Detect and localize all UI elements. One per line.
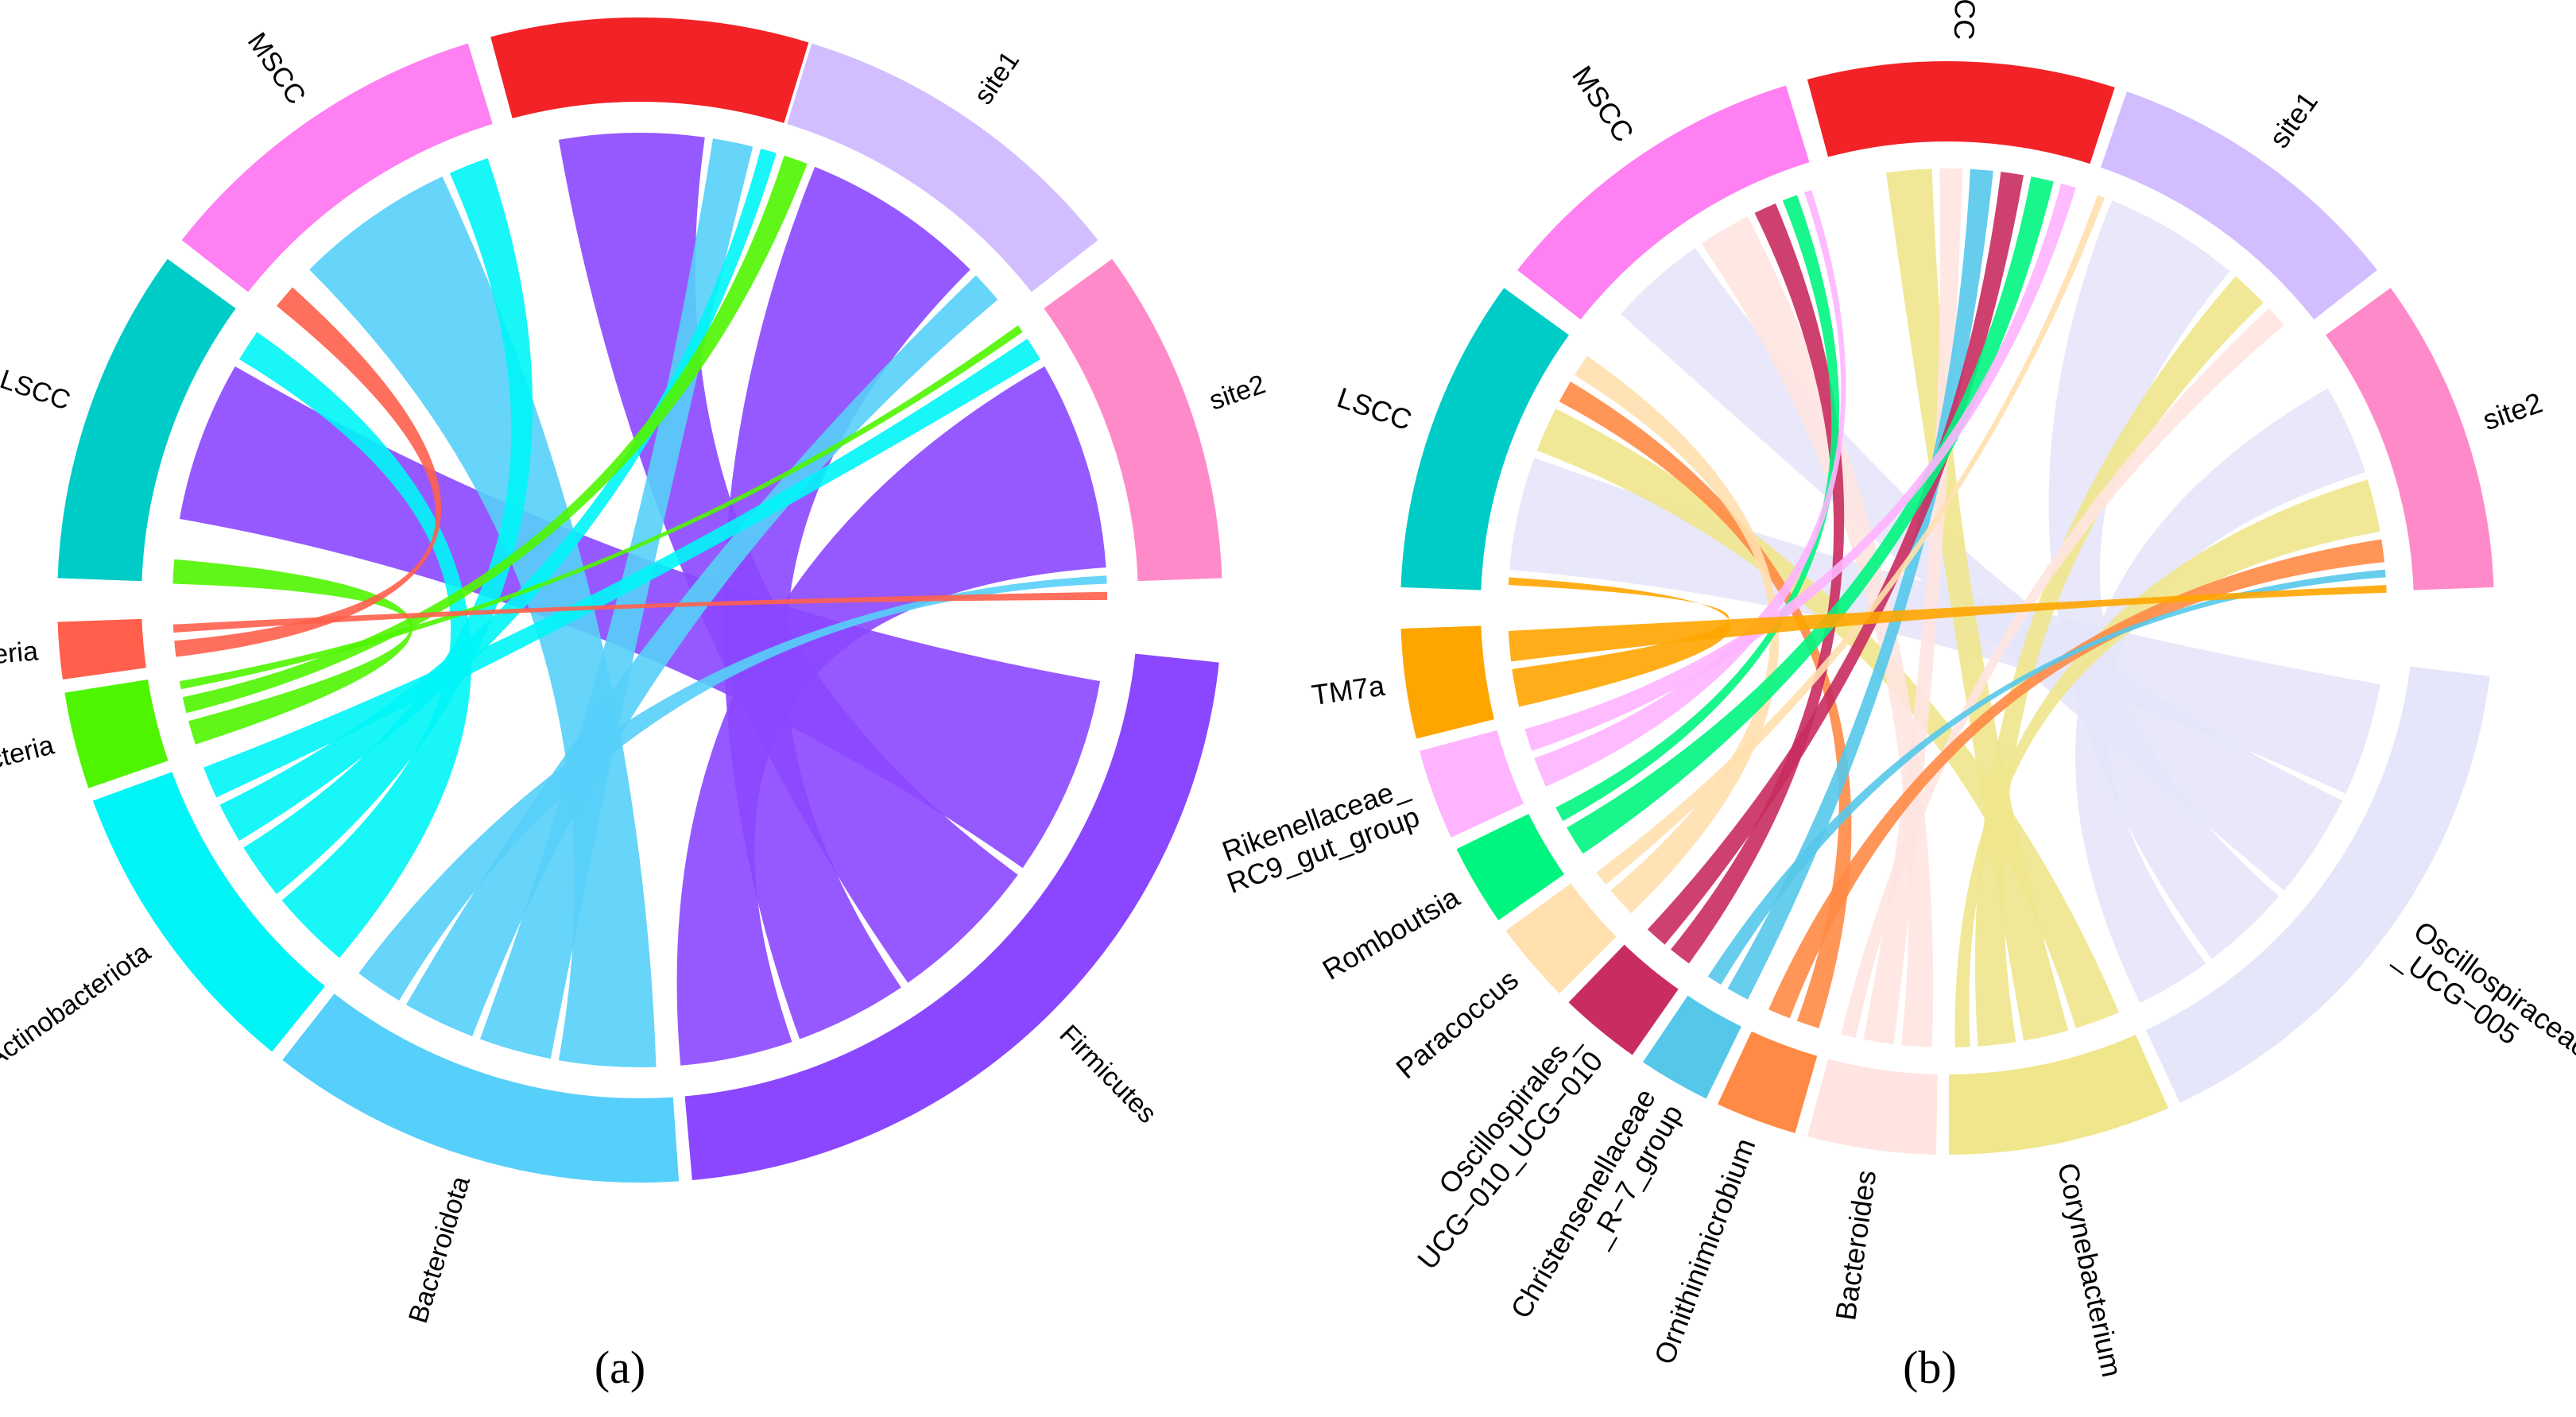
label-romboutsia: Romboutsia <box>1317 880 1466 985</box>
segment-hscc <box>1803 58 2119 168</box>
chord-patescibacteria-site2 <box>172 591 1108 633</box>
chord-firmicutes-site2 <box>676 366 1106 1066</box>
segment-firmicutes <box>681 650 1223 1184</box>
segment-actinobacteriota <box>88 768 330 1057</box>
label-hscc: HSCC <box>1948 0 1983 41</box>
chord-corynebacterium-site1 <box>1974 276 2264 1047</box>
chord-actinobacteriota-mscc <box>243 158 533 895</box>
label-site1: site1 <box>968 46 1025 110</box>
segment-paracoccus <box>1501 879 1621 998</box>
chord-ornithinimicrobium-lscc <box>1559 381 1852 1028</box>
chord-firmicutes-site1 <box>723 166 970 1040</box>
segment-site1 <box>783 39 1102 297</box>
chord-bacteroidota-site1 <box>406 275 998 1036</box>
segment-romboutsia <box>1452 809 1569 925</box>
chord-bacteroidota-mscc <box>309 176 657 1067</box>
label-mscc: MSCC <box>1567 60 1641 148</box>
chord-actinobacteriota-lscc <box>238 331 472 958</box>
label-patescibacteria: Patescibacteria <box>0 636 39 682</box>
segment-mscc <box>177 39 497 297</box>
label-ornithinimicrobium: Ornithinimicrobium <box>1648 1133 1761 1368</box>
chord-bacteroides-hscc <box>1863 168 1963 1044</box>
segment-ornithinimicrobium <box>1713 1027 1822 1137</box>
label-lscc: LSCC <box>0 364 74 416</box>
panel-label-a: (a) <box>595 1342 645 1393</box>
segment-christensenellaceae-r-7-group <box>1638 991 1746 1103</box>
chord-diagram-a: LSCCMSCCHSCCsite1site2FirmicutesBacteroi… <box>0 14 1269 1327</box>
label-lscc: LSCC <box>1333 381 1416 436</box>
segment-site1 <box>2096 87 2382 324</box>
segment-corynebacterium <box>1946 1030 2173 1159</box>
label-rikenellaceae-rc9-gut-group: Rikenellaceae_RC9_gut_group <box>1211 770 1424 900</box>
label-site2: site2 <box>1206 369 1269 416</box>
label-bacteroidota: Bacteroidota <box>403 1173 476 1327</box>
segment-proteobacteria <box>60 676 172 792</box>
label-site2: site2 <box>2478 385 2546 436</box>
chord-corynebacterium-hscc <box>1886 168 2069 1041</box>
segment-hscc <box>486 14 823 130</box>
label-bacteroides: Bacteroides <box>1829 1168 1882 1322</box>
label-firmicutes: Firmicutes <box>1054 1019 1163 1129</box>
chord-corynebacterium-lscc <box>1536 408 2120 1028</box>
label-actinobacteriota: Actinobacteriota <box>0 937 156 1074</box>
chord-patescibacteria-mscc <box>174 287 442 657</box>
segment-patescibacteria <box>54 615 150 683</box>
chord-tm7a-site2 <box>1508 585 2387 662</box>
segment-oscillospiraceae-ucg-005 <box>2141 663 2494 1108</box>
segment-bacteroides <box>1803 1055 1941 1158</box>
label-site1: site1 <box>2262 85 2324 153</box>
segment-lscc <box>1397 283 1574 594</box>
segment-site2 <box>2321 283 2497 594</box>
label-tm7a: TM7a <box>1310 668 1388 711</box>
segment-mscc <box>1513 81 1814 324</box>
chord-oscillospiraceae-ucg-005-site2 <box>2074 388 2365 1004</box>
label-corynebacterium: Corynebacterium <box>2052 1160 2129 1380</box>
label-oscillospiraceae-ucg-005: Oscillospiraceae_UCG−005 <box>2389 914 2576 1090</box>
chord-tm7a-lscc <box>1508 577 1731 707</box>
segment-site2 <box>1039 254 1226 585</box>
segment-oscillospirales-ucg-010-ucg-010 <box>1563 939 1683 1059</box>
segment-lscc <box>54 254 241 585</box>
chord-diagram-b: LSCC MSCC HSCC site1 site2 Oscillospiraceae_U… <box>1211 0 2576 1380</box>
label-proteobacteria: Proteobacteria <box>0 730 57 801</box>
label-mscc: MSCC <box>242 27 312 110</box>
segment-bacteroidota <box>277 989 683 1186</box>
chord-proteobacteria-lscc <box>172 559 413 745</box>
chord-actinobacteriota-site2 <box>203 339 1041 798</box>
chord-corynebacterium-site2 <box>1954 479 2380 1047</box>
label-paracoccus: Paracoccus <box>1389 962 1524 1084</box>
segment-tm7a <box>1397 622 1498 743</box>
segment-rikenellaceae-rc9-gut-group <box>1416 726 1528 842</box>
chord-firmicutes-hscc <box>558 133 1018 983</box>
panel-label-b: (b) <box>1903 1342 1957 1393</box>
chord-romboutsia-mscc <box>1555 195 1840 822</box>
chord-christensenellaceae-r-7-group-hscc <box>1727 168 1993 1000</box>
